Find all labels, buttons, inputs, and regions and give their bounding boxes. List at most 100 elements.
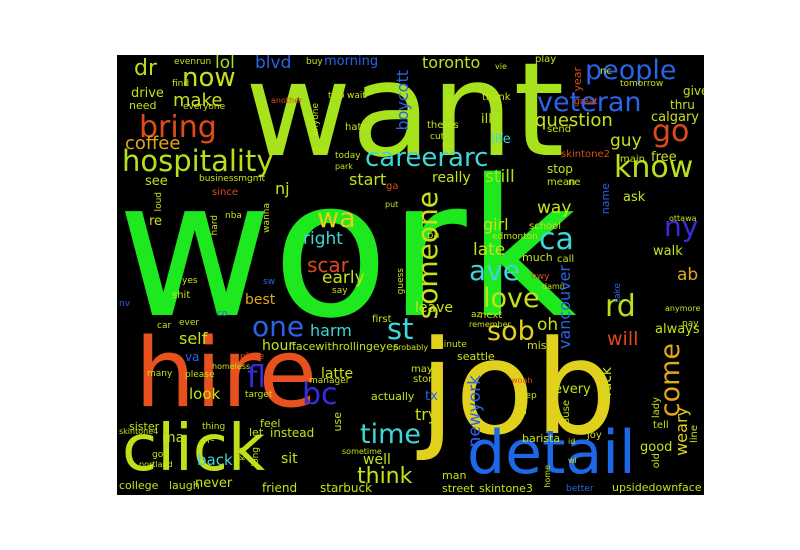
word-line: line — [689, 425, 700, 444]
word-sister: sister — [129, 420, 160, 433]
word-main: main — [620, 154, 645, 165]
word-wi: wi — [568, 456, 577, 465]
word-girl: girl — [483, 215, 509, 234]
word-tell: tell — [653, 420, 669, 431]
word-great: great — [574, 97, 598, 107]
word-veteran: veteran — [537, 87, 642, 118]
word-ill: ill — [481, 112, 492, 127]
word-careerarc: careerarc — [365, 143, 489, 173]
word-skintone2: skintone2 — [561, 149, 611, 160]
word-hospitality: hospitality — [122, 144, 274, 178]
word-thing: thing — [202, 422, 226, 432]
word-today: today — [335, 151, 361, 161]
word-free: free — [651, 150, 677, 165]
word-skintone3: skintone3 — [479, 482, 533, 495]
word-everyone: everyone — [183, 102, 226, 112]
word-next: next — [480, 310, 503, 321]
word-pay: pay — [682, 319, 699, 329]
word-re: re — [149, 214, 163, 229]
word-qc: qc — [204, 434, 215, 444]
word-starbuck: starbuck — [320, 481, 373, 495]
word-weary: weary — [672, 407, 691, 456]
word-keep: keep — [515, 391, 537, 401]
word-long: long — [251, 447, 261, 467]
word-give: give — [683, 84, 704, 98]
word-hwy: hwy — [531, 272, 550, 282]
word-stop: stop — [547, 162, 573, 176]
word-friend: friend — [262, 481, 298, 495]
word-really: really — [432, 170, 471, 186]
word-college: college — [119, 479, 159, 492]
word-remember: remember — [469, 320, 511, 329]
word-never: never — [195, 476, 233, 491]
word-vancouver: vancouver — [555, 265, 574, 350]
word-toronto: toronto — [422, 55, 481, 72]
word-old: old — [651, 453, 662, 469]
word-ca: ca — [539, 222, 574, 257]
word-okay: okay — [443, 93, 454, 117]
word-leave: leave — [415, 300, 453, 316]
word-shit: shit — [172, 290, 191, 301]
word-boycott: boycott — [393, 70, 412, 131]
word-walk: walk — [653, 244, 683, 259]
word-people: people — [585, 55, 677, 86]
word-ma: ma — [162, 430, 185, 446]
word-mean: mean — [547, 177, 576, 188]
word-ab: ab — [677, 265, 699, 285]
word-pa: pa — [427, 230, 440, 241]
word-one: one — [252, 310, 305, 343]
word-min: min — [312, 146, 329, 156]
word-target: target — [245, 390, 273, 400]
word-feel: feel — [260, 417, 281, 430]
word-will: will — [607, 328, 639, 350]
word-nj: nj — [275, 179, 290, 198]
word-anymore: anymore — [665, 304, 701, 313]
word-job: job — [419, 312, 618, 464]
word-make: make — [173, 90, 223, 111]
word-damn: damn — [542, 282, 565, 291]
word-let: let — [249, 426, 264, 439]
word-name: name — [599, 183, 612, 215]
word-newyork: newyork — [465, 375, 485, 448]
word-nb: nb — [442, 140, 453, 149]
word-bring: bring — [139, 110, 217, 145]
word-every: every — [554, 382, 591, 397]
word-seattle: seattle — [457, 350, 495, 363]
word-may: may — [411, 364, 433, 375]
word-start: start — [349, 170, 387, 189]
word-wanna: wanna — [262, 203, 272, 233]
word-wait: wait — [347, 91, 366, 101]
word-rd: rd — [605, 289, 636, 324]
word-st: st — [387, 312, 414, 346]
word-blvd: blvd — [255, 55, 292, 73]
word-thru: thru — [670, 98, 695, 112]
word-ever: ever — [179, 318, 200, 328]
word-hate: hate — [345, 122, 368, 133]
word-skintone4: skintone4 — [119, 427, 159, 436]
word-loud: loud — [154, 192, 164, 212]
word-much: much — [522, 251, 553, 264]
word-hard: hard — [210, 215, 220, 236]
word-coffee: coffee — [125, 133, 181, 154]
word-year: year — [571, 67, 584, 92]
word-know: know — [614, 150, 694, 185]
word-work: work — [117, 139, 577, 360]
word-hour: hour — [262, 338, 295, 354]
word-edmonton: edmonton — [492, 232, 538, 242]
word-nc: nc — [600, 66, 612, 77]
word-sob: sob — [487, 316, 535, 347]
word-back: back — [197, 451, 233, 469]
word-sw: sw — [263, 277, 276, 287]
word-tomorrow: tomorrow — [620, 79, 664, 89]
word-want: want — [245, 55, 565, 186]
word-buy: buy — [306, 57, 323, 67]
word-vie: vie — [495, 62, 507, 71]
word-first: first — [372, 314, 392, 325]
word-self: self — [179, 329, 208, 348]
word-upsidedownface: upsidedownface — [612, 481, 702, 494]
word-calgary: calgary — [651, 110, 699, 125]
word-facewithrollingeyes: facewithrollingeyes — [292, 340, 399, 353]
word-manager: manager — [309, 376, 350, 386]
word-play: play — [535, 55, 557, 65]
word-drive: drive — [131, 86, 164, 101]
